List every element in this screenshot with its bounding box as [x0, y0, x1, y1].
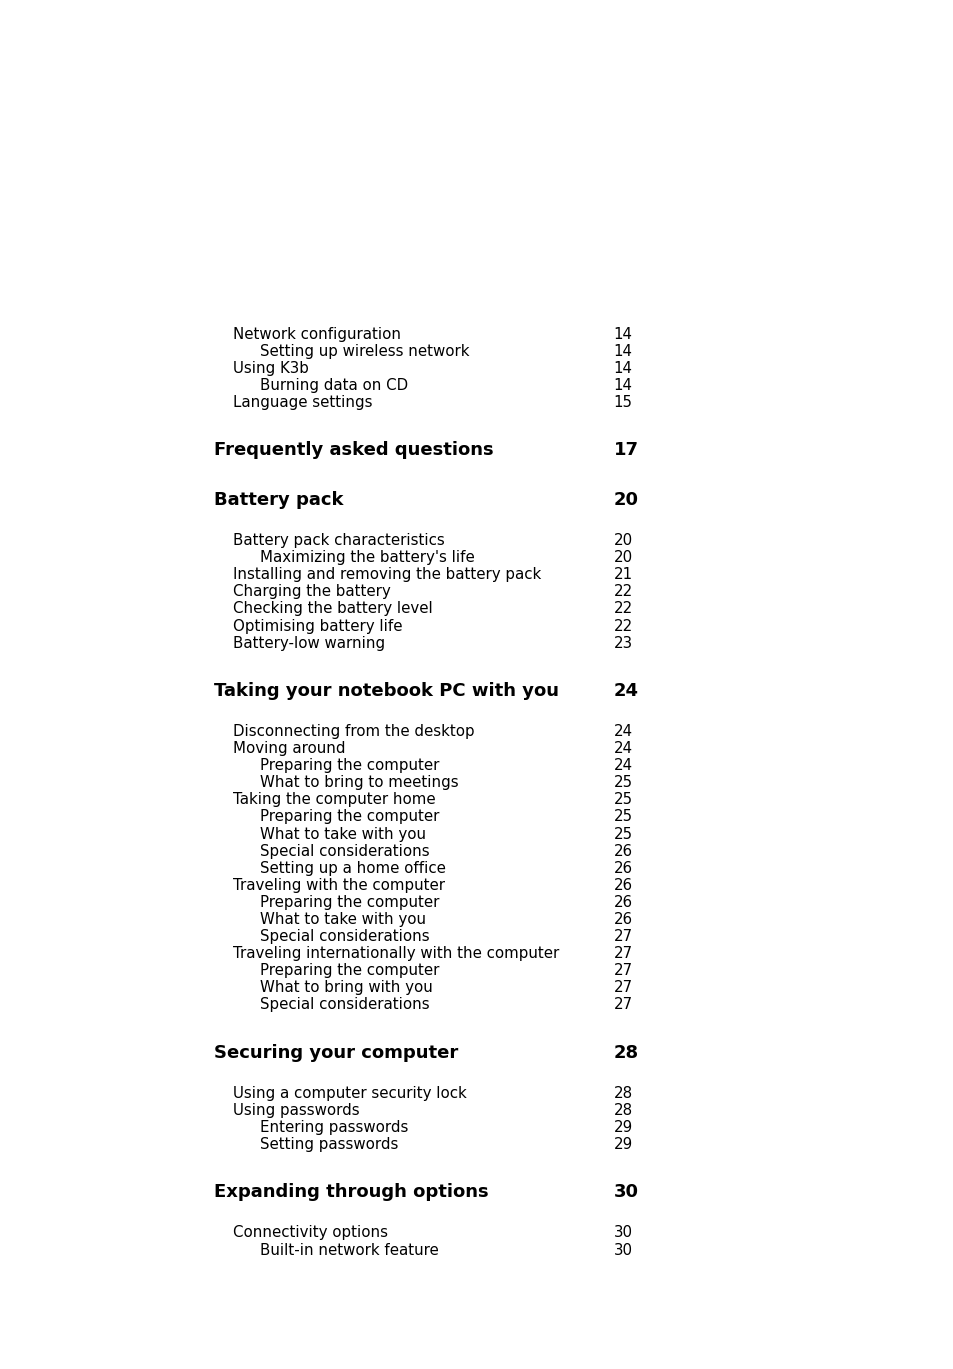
Text: Securing your computer: Securing your computer [213, 1043, 457, 1062]
Text: Maximizing the battery's life: Maximizing the battery's life [260, 550, 475, 565]
Text: 25: 25 [613, 775, 632, 790]
Text: 27: 27 [613, 946, 632, 961]
Text: Moving around: Moving around [233, 741, 345, 756]
Text: Preparing the computer: Preparing the computer [260, 758, 439, 773]
Text: Charging the battery: Charging the battery [233, 585, 391, 600]
Text: Optimising battery life: Optimising battery life [233, 619, 402, 634]
Text: Checking the battery level: Checking the battery level [233, 601, 433, 616]
Text: 15: 15 [613, 396, 632, 411]
Text: Special considerations: Special considerations [260, 843, 430, 858]
Text: Traveling internationally with the computer: Traveling internationally with the compu… [233, 946, 558, 961]
Text: 30: 30 [613, 1225, 632, 1240]
Text: 26: 26 [613, 878, 632, 893]
Text: 22: 22 [613, 585, 632, 600]
Text: 20: 20 [613, 491, 638, 509]
Text: 14: 14 [613, 344, 632, 359]
Text: Network configuration: Network configuration [233, 327, 401, 342]
Text: 14: 14 [613, 361, 632, 376]
Text: 26: 26 [613, 912, 632, 927]
Text: Disconnecting from the desktop: Disconnecting from the desktop [233, 724, 475, 739]
Text: Traveling with the computer: Traveling with the computer [233, 878, 445, 893]
Text: Connectivity options: Connectivity options [233, 1225, 388, 1240]
Text: 28: 28 [613, 1043, 639, 1062]
Text: 26: 26 [613, 861, 632, 876]
Text: 26: 26 [613, 895, 632, 910]
Text: Using passwords: Using passwords [233, 1103, 359, 1118]
Text: Expanding through options: Expanding through options [213, 1183, 488, 1202]
Text: Battery-low warning: Battery-low warning [233, 635, 385, 650]
Text: 20: 20 [613, 533, 632, 548]
Text: What to bring to meetings: What to bring to meetings [260, 775, 458, 790]
Text: Burning data on CD: Burning data on CD [260, 378, 408, 393]
Text: 25: 25 [613, 827, 632, 842]
Text: 29: 29 [613, 1138, 632, 1153]
Text: Preparing the computer: Preparing the computer [260, 964, 439, 979]
Text: Taking the computer home: Taking the computer home [233, 793, 436, 808]
Text: 22: 22 [613, 601, 632, 616]
Text: 20: 20 [613, 550, 632, 565]
Text: What to bring with you: What to bring with you [260, 980, 433, 995]
Text: 27: 27 [613, 930, 632, 945]
Text: 26: 26 [613, 843, 632, 858]
Text: Frequently asked questions: Frequently asked questions [213, 441, 493, 460]
Text: 24: 24 [613, 758, 632, 773]
Text: 28: 28 [613, 1103, 632, 1118]
Text: 24: 24 [613, 724, 632, 739]
Text: Preparing the computer: Preparing the computer [260, 895, 439, 910]
Text: 21: 21 [613, 567, 632, 582]
Text: 24: 24 [613, 741, 632, 756]
Text: 14: 14 [613, 378, 632, 393]
Text: Built-in network feature: Built-in network feature [260, 1243, 438, 1258]
Text: What to take with you: What to take with you [260, 827, 426, 842]
Text: What to take with you: What to take with you [260, 912, 426, 927]
Text: Special considerations: Special considerations [260, 998, 430, 1013]
Text: 30: 30 [613, 1183, 638, 1202]
Text: Special considerations: Special considerations [260, 930, 430, 945]
Text: 27: 27 [613, 998, 632, 1013]
Text: 25: 25 [613, 809, 632, 824]
Text: Language settings: Language settings [233, 396, 373, 411]
Text: Using K3b: Using K3b [233, 361, 309, 376]
Text: 14: 14 [613, 327, 632, 342]
Text: Preparing the computer: Preparing the computer [260, 809, 439, 824]
Text: Setting up a home office: Setting up a home office [260, 861, 446, 876]
Text: Setting passwords: Setting passwords [260, 1138, 398, 1153]
Text: Taking your notebook PC with you: Taking your notebook PC with you [213, 682, 558, 700]
Text: 24: 24 [613, 682, 638, 700]
Text: 17: 17 [613, 441, 638, 460]
Text: 27: 27 [613, 980, 632, 995]
Text: Using a computer security lock: Using a computer security lock [233, 1086, 466, 1101]
Text: Battery pack characteristics: Battery pack characteristics [233, 533, 444, 548]
Text: 28: 28 [613, 1086, 632, 1101]
Text: 29: 29 [613, 1120, 632, 1135]
Text: 23: 23 [613, 635, 632, 650]
Text: Installing and removing the battery pack: Installing and removing the battery pack [233, 567, 541, 582]
Text: Entering passwords: Entering passwords [260, 1120, 408, 1135]
Text: Battery pack: Battery pack [213, 491, 343, 509]
Text: 30: 30 [613, 1243, 632, 1258]
Text: Setting up wireless network: Setting up wireless network [260, 344, 469, 359]
Text: 22: 22 [613, 619, 632, 634]
Text: 27: 27 [613, 964, 632, 979]
Text: 25: 25 [613, 793, 632, 808]
